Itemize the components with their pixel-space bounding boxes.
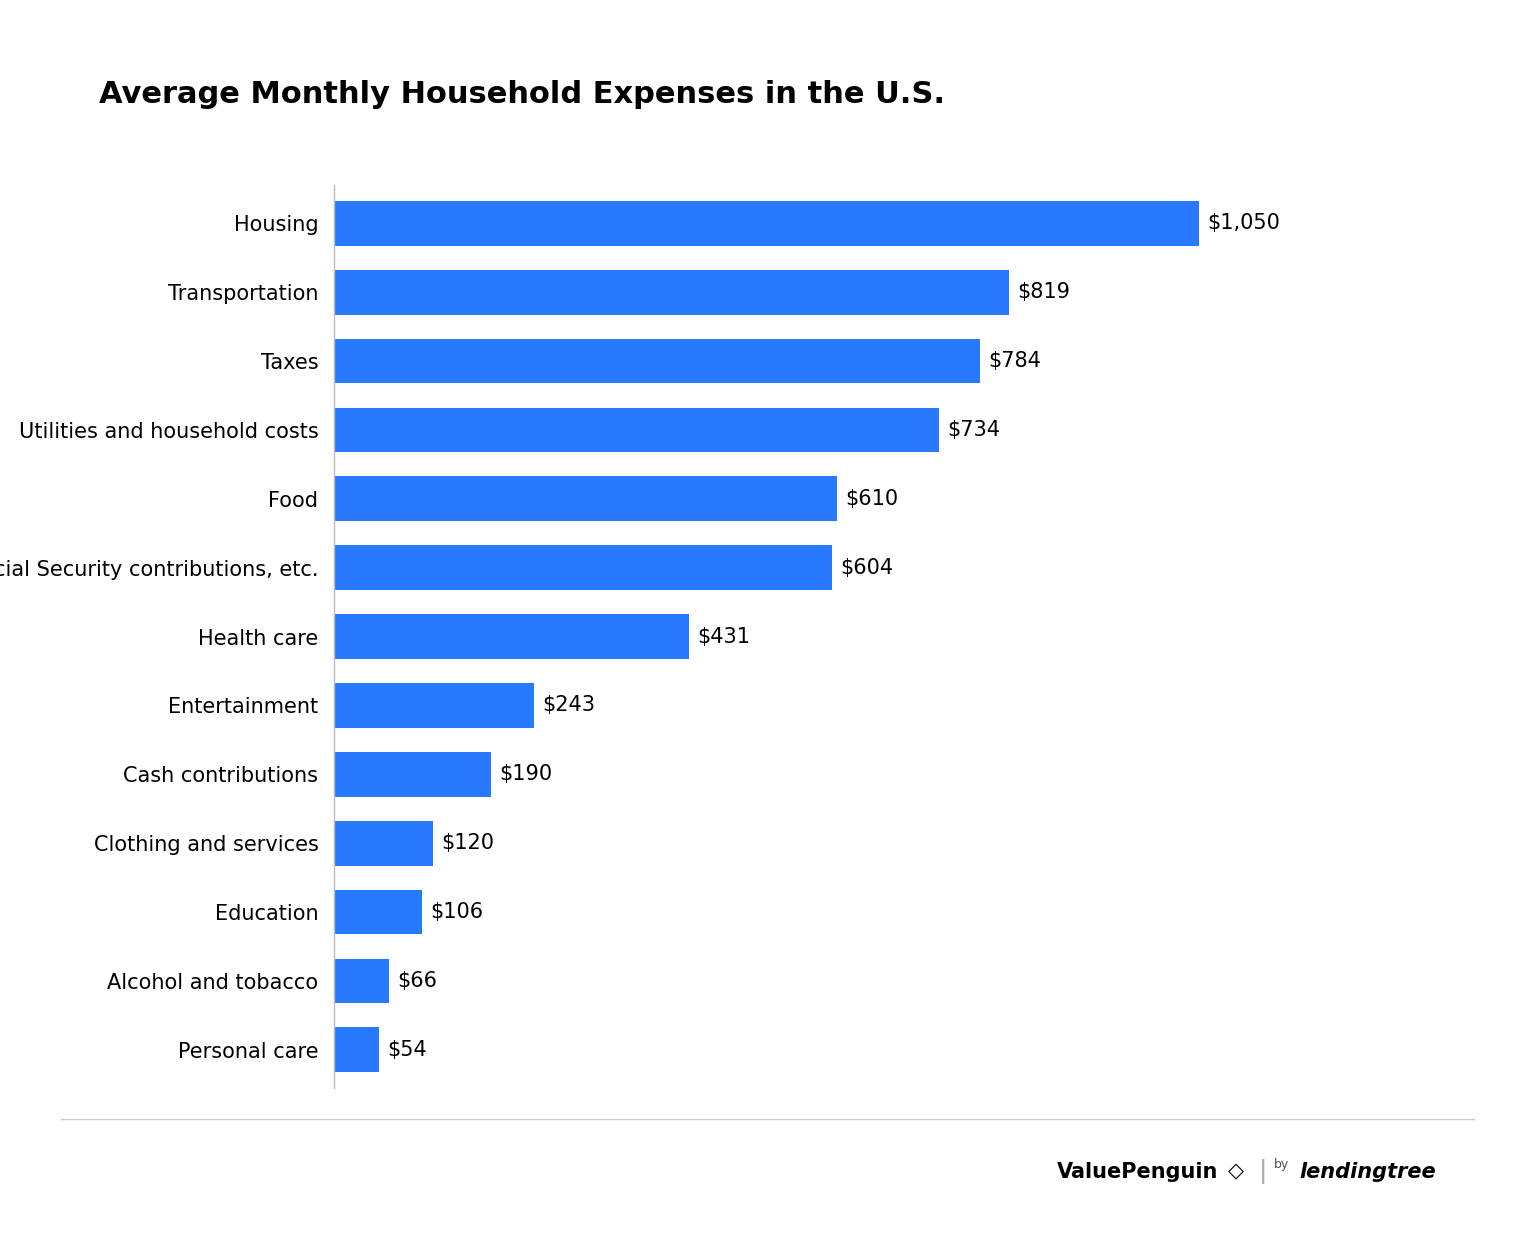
Text: $120: $120 xyxy=(441,833,494,853)
Bar xyxy=(334,269,1009,314)
Bar xyxy=(334,959,389,1004)
Text: $54: $54 xyxy=(388,1039,427,1059)
Text: $190: $190 xyxy=(499,764,552,785)
Bar xyxy=(334,476,836,522)
Text: |: | xyxy=(1259,1159,1268,1184)
Text: $66: $66 xyxy=(397,971,436,991)
Bar xyxy=(334,890,421,934)
Bar xyxy=(334,821,433,865)
Bar xyxy=(334,408,939,452)
Text: $734: $734 xyxy=(947,420,1000,440)
Text: $610: $610 xyxy=(845,488,898,509)
Bar xyxy=(334,1027,378,1072)
Text: $431: $431 xyxy=(698,627,751,646)
Bar xyxy=(334,201,1199,246)
Text: $784: $784 xyxy=(988,351,1041,371)
Text: $1,050: $1,050 xyxy=(1207,214,1280,234)
Bar xyxy=(334,684,535,728)
Text: $243: $243 xyxy=(543,696,596,716)
Text: $604: $604 xyxy=(841,557,894,577)
Text: $819: $819 xyxy=(1017,282,1070,302)
Text: Average Monthly Household Expenses in the U.S.: Average Monthly Household Expenses in th… xyxy=(99,80,945,109)
Bar xyxy=(334,614,689,659)
Text: $106: $106 xyxy=(430,902,483,922)
Text: by: by xyxy=(1274,1158,1289,1170)
Text: lendingtree: lendingtree xyxy=(1300,1162,1436,1182)
Bar xyxy=(334,545,831,590)
Bar xyxy=(334,751,491,797)
Bar xyxy=(334,339,980,383)
Text: ◇: ◇ xyxy=(1228,1162,1245,1182)
Text: ValuePenguin: ValuePenguin xyxy=(1056,1162,1218,1182)
